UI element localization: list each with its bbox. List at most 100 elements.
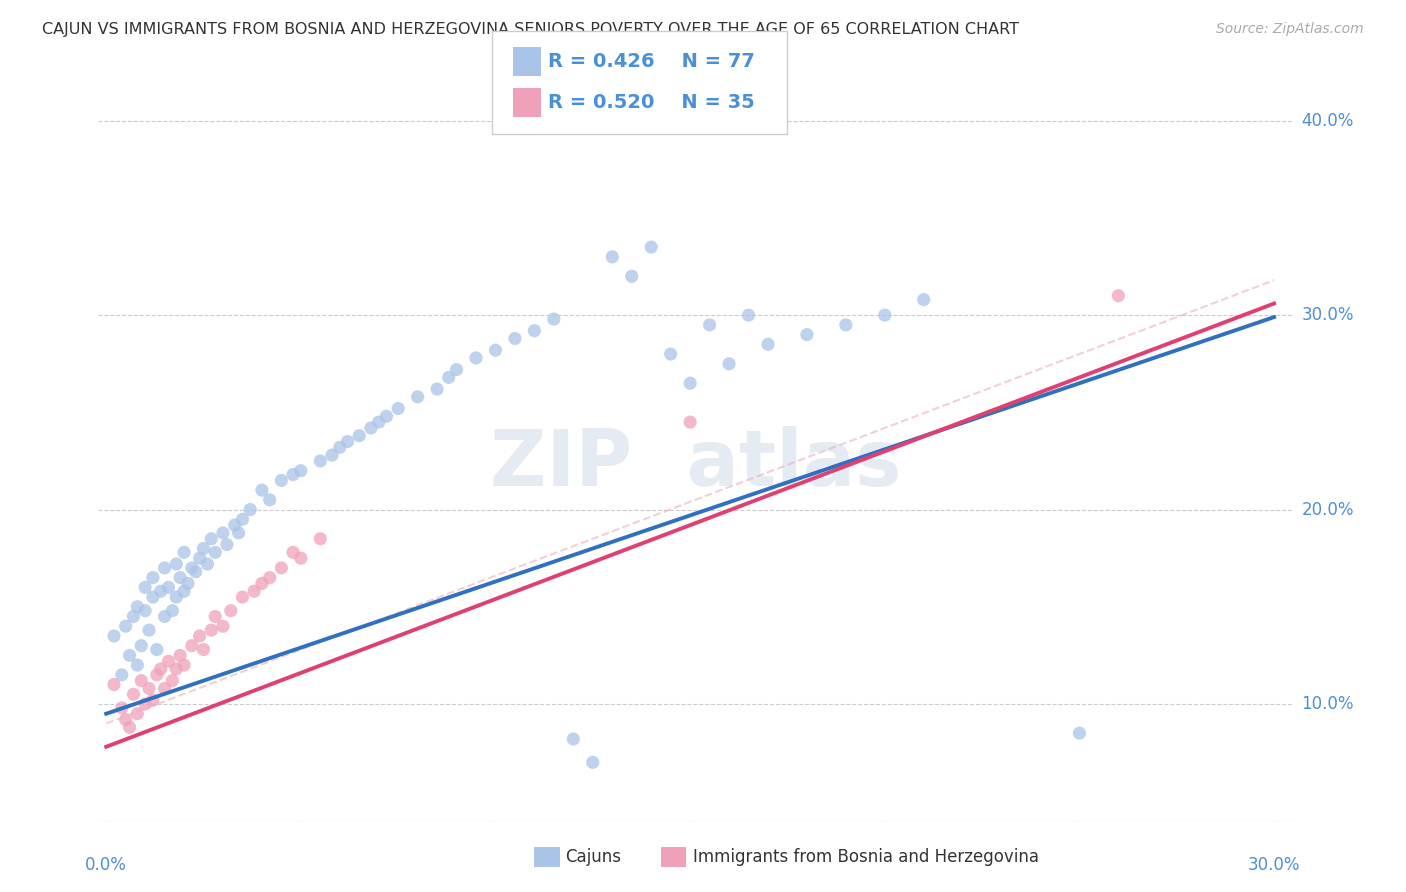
Text: Cajuns: Cajuns [565, 848, 621, 866]
Point [349, 428, 371, 442]
Point [406, 390, 429, 404]
Point [912, 293, 935, 307]
Point [281, 467, 304, 482]
Point [215, 538, 238, 552]
Point [1107, 289, 1129, 303]
Point [142, 693, 165, 707]
Point [446, 362, 468, 376]
Point [250, 576, 273, 591]
Point [204, 609, 226, 624]
Point [103, 677, 125, 691]
Point [146, 668, 169, 682]
Point [321, 448, 343, 462]
Point [582, 756, 605, 770]
Point [114, 713, 136, 727]
Point [162, 673, 184, 688]
Point [134, 580, 156, 594]
Text: R = 0.520    N = 35: R = 0.520 N = 35 [548, 93, 755, 112]
Point [231, 590, 253, 604]
Point [138, 623, 160, 637]
Point [290, 551, 312, 566]
Point [169, 571, 191, 585]
Point [180, 639, 202, 653]
Point [718, 357, 741, 371]
Point [523, 324, 546, 338]
Point [188, 551, 211, 566]
Point [239, 502, 262, 516]
Point [111, 701, 134, 715]
Point [375, 409, 398, 424]
Text: 10.0%: 10.0% [1302, 695, 1354, 713]
Point [737, 308, 759, 322]
Point [835, 318, 858, 332]
Text: 40.0%: 40.0% [1302, 112, 1354, 129]
Point [118, 648, 141, 663]
Point [129, 639, 152, 653]
Point [699, 318, 721, 332]
Point [114, 619, 136, 633]
Point [146, 642, 169, 657]
Point [659, 347, 682, 361]
Point [127, 706, 149, 721]
Point [620, 269, 643, 284]
Point [219, 604, 242, 618]
Text: 30.0%: 30.0% [1302, 306, 1354, 324]
Point [600, 250, 623, 264]
Point [153, 681, 176, 696]
Point [153, 561, 176, 575]
Point [387, 401, 409, 416]
Point [142, 571, 165, 585]
Point [193, 642, 215, 657]
Point [426, 382, 449, 396]
Point [360, 421, 382, 435]
Point [118, 720, 141, 734]
Point [188, 629, 211, 643]
Point [437, 370, 460, 384]
Point [309, 532, 332, 546]
Point [270, 474, 292, 488]
Point [173, 658, 195, 673]
Point [180, 561, 202, 575]
Point [367, 415, 389, 429]
Point [543, 312, 565, 326]
Point [157, 580, 180, 594]
Point [169, 648, 191, 663]
Point [231, 512, 253, 526]
Point [503, 331, 526, 345]
Point [336, 434, 359, 449]
Point [103, 629, 125, 643]
Point [129, 673, 152, 688]
Point [212, 619, 235, 633]
Point [329, 441, 352, 455]
Point [111, 668, 134, 682]
Point [153, 609, 176, 624]
Point [562, 731, 585, 746]
Point [162, 604, 184, 618]
Point [127, 658, 149, 673]
Text: ZIP  atlas: ZIP atlas [491, 426, 901, 502]
Point [193, 541, 215, 556]
Point [165, 662, 187, 676]
Point [204, 545, 226, 559]
Point [465, 351, 488, 365]
Point [270, 561, 292, 575]
Point [134, 697, 156, 711]
Point [173, 545, 195, 559]
Point [796, 327, 818, 342]
Point [200, 532, 222, 546]
Text: Source: ZipAtlas.com: Source: ZipAtlas.com [1216, 22, 1364, 37]
Point [197, 557, 219, 571]
Point [224, 518, 246, 533]
Point [756, 337, 779, 351]
Point [290, 464, 312, 478]
Point [122, 609, 145, 624]
Point [184, 565, 207, 579]
Point [165, 590, 187, 604]
Text: 20.0%: 20.0% [1302, 500, 1354, 518]
Point [134, 604, 156, 618]
Point [250, 483, 273, 497]
Point [259, 492, 281, 507]
Text: CAJUN VS IMMIGRANTS FROM BOSNIA AND HERZEGOVINA SENIORS POVERTY OVER THE AGE OF : CAJUN VS IMMIGRANTS FROM BOSNIA AND HERZ… [42, 22, 1019, 37]
Point [679, 415, 702, 429]
Point [640, 240, 662, 254]
